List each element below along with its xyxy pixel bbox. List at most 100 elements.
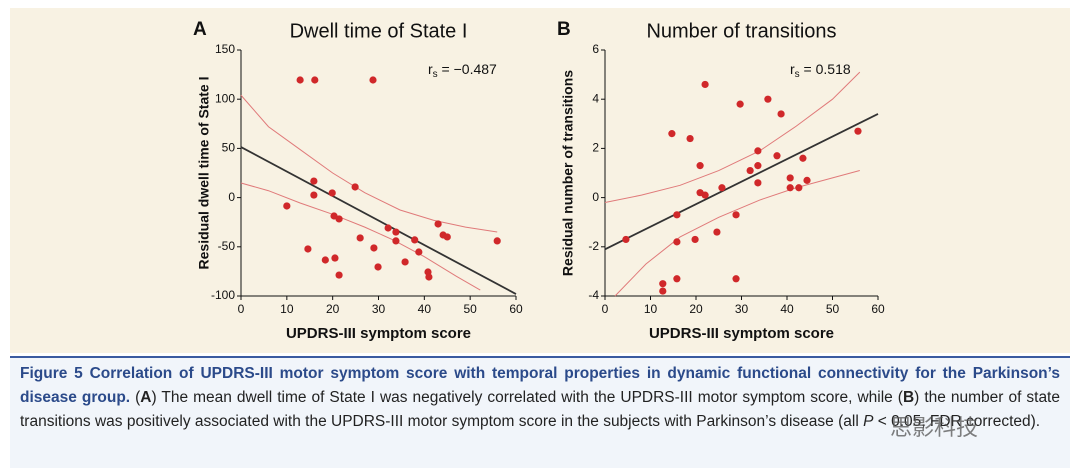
annotation-value: = 0.518 bbox=[800, 61, 851, 77]
y-tick-label: 4 bbox=[592, 91, 599, 105]
point bbox=[786, 184, 794, 192]
figure-panel: A Dwell time of State I UPDRS-III symptom … bbox=[10, 8, 1070, 353]
point bbox=[622, 235, 630, 244]
x-tick-label: 10 bbox=[644, 302, 658, 316]
annotation-subscript: s bbox=[433, 69, 438, 80]
caption-plain: < 0.05, FDR corrected). bbox=[873, 413, 1041, 430]
point bbox=[746, 166, 754, 175]
chart-title: Dwell time of State I bbox=[290, 20, 468, 42]
point bbox=[736, 100, 744, 108]
watermark: 思影科技 bbox=[890, 416, 979, 441]
ci-upper bbox=[604, 71, 861, 204]
y-tick-label: -100 bbox=[211, 288, 235, 302]
y-tick-label: 100 bbox=[215, 91, 235, 105]
ci-lower bbox=[614, 170, 860, 297]
x-tick-label: 20 bbox=[689, 302, 703, 316]
point bbox=[732, 275, 740, 283]
point bbox=[374, 263, 382, 271]
point bbox=[713, 228, 721, 236]
point bbox=[732, 211, 740, 219]
point bbox=[673, 211, 681, 219]
x-tick-label: 40 bbox=[418, 302, 432, 316]
caption: Figure 5 Correlation of UPDRS-III motor … bbox=[10, 356, 1070, 468]
x-tick-label: 40 bbox=[780, 302, 794, 316]
y-tick-label: -50 bbox=[218, 239, 236, 253]
point bbox=[321, 256, 329, 264]
annotation-symbol: r bbox=[428, 61, 433, 77]
point bbox=[401, 258, 409, 266]
point bbox=[411, 236, 419, 244]
point bbox=[425, 273, 433, 281]
panel-letter: A bbox=[193, 19, 207, 40]
caption-title: Figure 5 Correlation of UPDRS-III motor … bbox=[20, 365, 1060, 406]
point bbox=[328, 189, 336, 197]
caption-plain: ( bbox=[130, 389, 141, 406]
point bbox=[335, 215, 343, 223]
caption-plain: ) The mean dwell time of State I was neg… bbox=[151, 389, 903, 406]
y-axis-label: Residual dwell time of State I bbox=[196, 77, 212, 270]
point bbox=[384, 224, 392, 232]
point bbox=[351, 183, 359, 191]
point bbox=[392, 237, 400, 245]
point bbox=[434, 220, 442, 228]
point bbox=[754, 147, 762, 155]
annotation: rs = −0.487 bbox=[428, 61, 497, 80]
point bbox=[331, 254, 339, 262]
x-axis-label: UPDRS-III symptom score bbox=[649, 325, 834, 342]
fit-line bbox=[240, 146, 517, 295]
x-tick-label: 0 bbox=[602, 302, 609, 316]
y-tick-label: 0 bbox=[592, 190, 599, 204]
point bbox=[701, 191, 709, 199]
annotation-subscript: s bbox=[795, 69, 800, 80]
chart: A Dwell time of State I UPDRS-III symptom … bbox=[193, 19, 885, 342]
y-tick-label: 6 bbox=[592, 42, 599, 56]
x-tick-label: 60 bbox=[509, 302, 523, 316]
x-tick-label: 50 bbox=[826, 302, 840, 316]
point bbox=[415, 248, 423, 256]
y-axis-label: Residual number of transitions bbox=[560, 70, 576, 276]
annotation-symbol: r bbox=[790, 61, 795, 77]
point bbox=[659, 287, 667, 295]
point bbox=[803, 176, 811, 184]
x-tick-label: 0 bbox=[238, 302, 245, 316]
point bbox=[392, 228, 400, 236]
x-tick-label: 30 bbox=[735, 302, 749, 316]
y-tick-label: -2 bbox=[588, 239, 599, 253]
point bbox=[691, 235, 699, 244]
point bbox=[311, 76, 319, 84]
point bbox=[786, 174, 794, 182]
point bbox=[764, 95, 772, 103]
point bbox=[304, 245, 312, 253]
point bbox=[773, 152, 781, 160]
x-tick-label: 30 bbox=[372, 302, 386, 316]
caption-italic: P bbox=[863, 413, 874, 430]
fit-line bbox=[604, 113, 879, 251]
point bbox=[799, 154, 807, 162]
point bbox=[493, 237, 501, 245]
y-tick-label: 2 bbox=[592, 141, 599, 155]
annotation: rs = 0.518 bbox=[790, 61, 851, 80]
caption-bold: B bbox=[902, 389, 915, 406]
point bbox=[443, 233, 451, 241]
point bbox=[310, 191, 318, 199]
point bbox=[369, 76, 377, 84]
point bbox=[673, 275, 681, 283]
point bbox=[356, 234, 364, 242]
point bbox=[335, 271, 343, 279]
caption-plain: ) the number of state transitions was po… bbox=[20, 389, 1060, 430]
x-tick-label: 20 bbox=[326, 302, 340, 316]
ci-upper bbox=[240, 94, 498, 233]
y-tick-label: 150 bbox=[215, 42, 235, 56]
point bbox=[686, 134, 694, 143]
point bbox=[854, 127, 862, 135]
chart-title: Number of transitions bbox=[646, 20, 836, 42]
y-tick-label: 50 bbox=[222, 141, 236, 155]
point bbox=[283, 202, 291, 210]
point bbox=[310, 177, 318, 185]
x-tick-label: 60 bbox=[871, 302, 885, 316]
panel-letter: B bbox=[557, 19, 571, 40]
point bbox=[795, 184, 803, 192]
x-axis-label: UPDRS-III symptom score bbox=[286, 325, 471, 342]
point bbox=[296, 76, 304, 84]
